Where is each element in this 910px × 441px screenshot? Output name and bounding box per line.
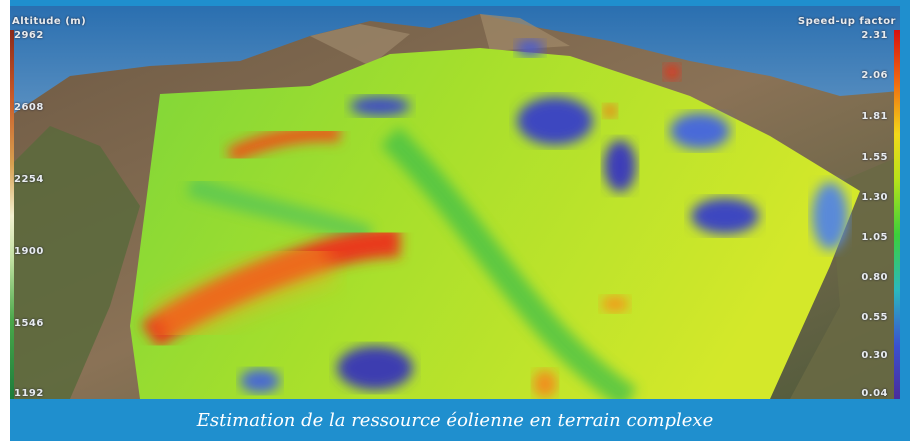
terrain-wind-map: Altitude (m) 2962 2608 2254 1900 1546 11… — [10, 6, 900, 399]
altitude-tick: 2254 — [14, 174, 44, 185]
altitude-tick: 1900 — [14, 246, 44, 257]
speedup-tick: 1.05 — [861, 232, 888, 243]
speedup-tick: 0.04 — [861, 388, 888, 399]
speedup-color-bar — [894, 30, 900, 399]
speedup-tick: 0.30 — [861, 350, 888, 361]
speedup-tick: 2.06 — [861, 70, 888, 81]
altitude-legend-title: Altitude (m) — [12, 16, 87, 27]
altitude-tick: 1546 — [14, 318, 44, 329]
speedup-legend-title: Speed-up factor — [797, 16, 896, 27]
figure-caption: Estimation de la ressource éolienne en t… — [196, 409, 714, 431]
speedup-tick: 1.55 — [861, 152, 888, 163]
speedup-tick: 1.81 — [861, 111, 888, 122]
speedup-tick: 0.55 — [861, 312, 888, 323]
altitude-color-bar — [10, 30, 14, 399]
altitude-tick: 1192 — [14, 388, 44, 399]
speedup-tick: 2.31 — [861, 30, 888, 41]
altitude-tick: 2962 — [14, 30, 44, 41]
altitude-tick: 2608 — [14, 102, 44, 113]
speedup-tick: 1.30 — [861, 192, 888, 203]
speedup-tick: 0.80 — [861, 272, 888, 283]
